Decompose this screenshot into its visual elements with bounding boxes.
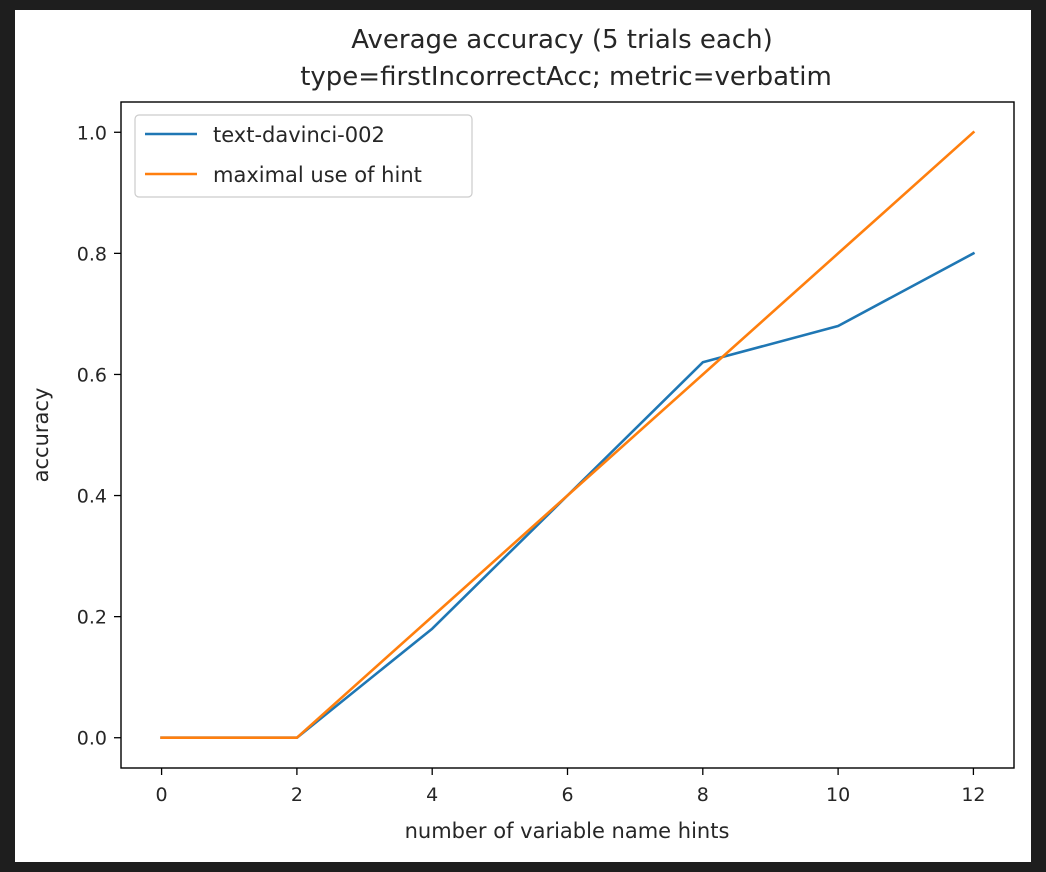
x-tick-label: 2: [291, 784, 303, 806]
y-tick-label: 1.0: [77, 122, 107, 144]
x-tick-label: 10: [826, 784, 850, 806]
y-tick-label: 0.2: [77, 607, 107, 629]
legend-label-text-davinci-002: text-davinci-002: [213, 123, 385, 147]
series-line-maximal-use-of-hint: [160, 130, 976, 740]
y-tick-label: 0.8: [77, 243, 107, 265]
x-tick-label: 8: [697, 784, 709, 806]
x-tick-label: 4: [426, 784, 438, 806]
chart-subtitle: type=firstIncorrectAcc; metric=verbatim: [300, 62, 832, 92]
x-axis-ticks: 0 2 4 6 8 10 12: [156, 768, 986, 806]
x-tick-label: 0: [156, 784, 168, 806]
legend-box: [134, 114, 473, 198]
y-tick-label: 0.0: [77, 728, 107, 750]
chart-title: Average accuracy (5 trials each): [351, 25, 772, 55]
plot-area-frame: [120, 101, 1015, 769]
x-axis-label: number of variable name hints: [405, 819, 730, 843]
y-tick-label: 0.4: [77, 486, 107, 508]
y-axis-label: accuracy: [29, 388, 53, 483]
x-tick-label: 12: [961, 784, 985, 806]
series-lines: [160, 130, 976, 740]
x-tick-label: 6: [561, 784, 573, 806]
y-axis-ticks: 0.0 0.2 0.4 0.6 0.8 1.0: [77, 122, 121, 750]
y-tick-label: 0.6: [77, 364, 107, 386]
legend-label-maximal-use-of-hint: maximal use of hint: [213, 163, 422, 187]
legend: text-davinci-002 maximal use of hint: [134, 114, 473, 198]
